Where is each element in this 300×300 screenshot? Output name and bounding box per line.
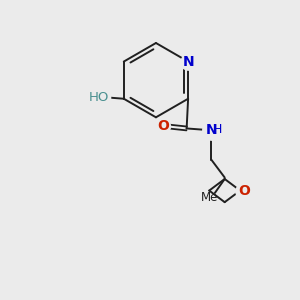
Text: Me: Me	[201, 191, 218, 204]
Text: N: N	[182, 55, 194, 69]
Text: H: H	[213, 123, 222, 136]
Text: N: N	[206, 123, 217, 137]
Text: O: O	[238, 184, 250, 198]
Text: O: O	[158, 119, 169, 133]
Text: HO: HO	[88, 91, 109, 104]
